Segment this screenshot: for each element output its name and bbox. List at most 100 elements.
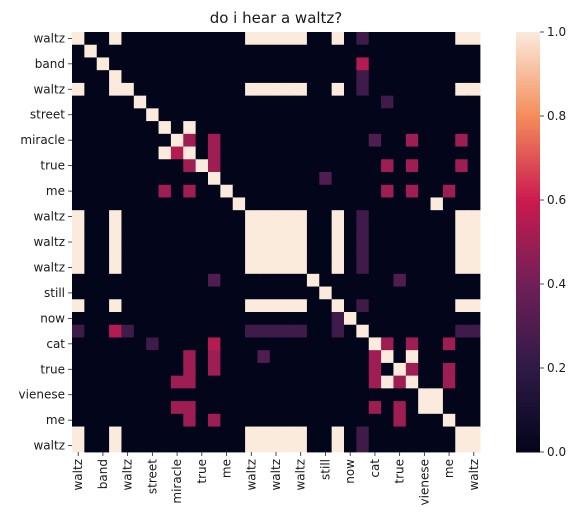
chart-title: do i hear a waltz? xyxy=(210,9,343,27)
heatmap-cell xyxy=(72,312,85,326)
colorbar-segment xyxy=(516,105,540,110)
heatmap-cell xyxy=(208,388,221,402)
heatmap-cell xyxy=(133,388,147,402)
heatmap-cell xyxy=(245,248,258,262)
heatmap-cell xyxy=(442,95,456,109)
heatmap-cell xyxy=(195,172,209,186)
y-tick-label: waltz xyxy=(33,439,65,453)
colorbar-segment xyxy=(516,357,540,362)
heatmap-cell xyxy=(344,121,357,135)
heatmap-cell xyxy=(418,184,431,198)
heatmap-cell xyxy=(121,286,135,300)
heatmap-cell xyxy=(208,362,221,377)
heatmap-cell xyxy=(257,32,271,46)
heatmap-cell xyxy=(96,439,110,453)
heatmap-cell xyxy=(405,197,419,211)
heatmap-cell xyxy=(430,299,444,313)
heatmap-cell xyxy=(220,133,234,147)
heatmap-cell xyxy=(220,44,234,58)
heatmap-cell xyxy=(381,324,394,338)
heatmap-cell xyxy=(442,337,456,351)
heatmap-cell xyxy=(109,350,122,364)
heatmap-cell xyxy=(442,350,456,364)
heatmap-cell xyxy=(195,82,209,97)
heatmap-cell xyxy=(467,299,481,313)
colorbar-segment xyxy=(516,119,540,124)
colorbar-segment xyxy=(516,326,540,330)
heatmap-cell xyxy=(368,286,382,300)
heatmap-cell xyxy=(381,44,394,58)
heatmap-cell xyxy=(72,299,85,313)
heatmap-cell xyxy=(232,222,246,237)
heatmap-cell xyxy=(393,375,407,389)
heatmap-cell xyxy=(72,426,85,440)
y-tick-label: street xyxy=(30,108,65,122)
heatmap-cell xyxy=(232,121,246,135)
heatmap-cell xyxy=(257,197,271,211)
heatmap-cell xyxy=(109,70,122,84)
heatmap-cell xyxy=(72,210,85,224)
colorbar-segment xyxy=(516,298,540,302)
heatmap-cell xyxy=(195,312,209,326)
heatmap-cell xyxy=(356,95,370,109)
heatmap-cell xyxy=(96,337,110,351)
heatmap-cell xyxy=(418,121,431,135)
x-tick-label: waltz xyxy=(71,459,85,491)
heatmap-cell xyxy=(84,375,98,389)
heatmap-cell xyxy=(72,413,85,427)
colorbar-segment xyxy=(516,382,540,386)
heatmap-cell xyxy=(232,388,246,402)
heatmap-cell xyxy=(282,57,295,71)
heatmap-cell xyxy=(430,388,444,402)
heatmap-cell xyxy=(418,413,431,427)
heatmap-cell xyxy=(306,210,320,224)
heatmap-cell xyxy=(294,261,308,275)
heatmap-cell xyxy=(195,362,209,377)
heatmap-cell xyxy=(368,401,382,415)
colorbar-segment xyxy=(516,203,540,208)
heatmap-cell xyxy=(245,197,258,211)
colorbar-segment xyxy=(516,228,540,232)
heatmap-cell xyxy=(331,197,345,211)
heatmap-cell xyxy=(158,210,172,224)
heatmap-cell xyxy=(109,108,122,122)
heatmap-cell xyxy=(442,426,456,440)
heatmap-cell xyxy=(381,273,394,287)
x-tick-label: waltz xyxy=(467,459,481,491)
heatmap-cell xyxy=(158,337,172,351)
heatmap-cell xyxy=(455,261,469,275)
heatmap-cell xyxy=(109,159,122,173)
heatmap-cell xyxy=(220,362,234,377)
heatmap-cell xyxy=(418,197,431,211)
heatmap-cell xyxy=(133,70,147,84)
heatmap-cell xyxy=(381,57,394,71)
heatmap-cell xyxy=(72,159,85,173)
heatmap-cell xyxy=(344,82,357,97)
heatmap-cell xyxy=(282,324,295,338)
heatmap-cell xyxy=(84,108,98,122)
heatmap-cell xyxy=(220,324,234,338)
colorbar-segment xyxy=(516,378,540,383)
heatmap-cell xyxy=(72,121,85,135)
heatmap-cell xyxy=(170,95,184,109)
heatmap-cell xyxy=(455,362,469,377)
heatmap-cell xyxy=(220,248,234,262)
heatmap-cell xyxy=(232,57,246,71)
colorbar-segment xyxy=(516,130,540,134)
heatmap-cell xyxy=(109,82,122,97)
heatmap-cell xyxy=(393,350,407,364)
heatmap-cell xyxy=(356,108,370,122)
heatmap-cell xyxy=(331,108,345,122)
heatmap-cell xyxy=(344,439,357,453)
heatmap-cell xyxy=(170,133,184,147)
heatmap-cell xyxy=(183,299,197,313)
heatmap-cell xyxy=(455,401,469,415)
heatmap-cell xyxy=(133,57,147,71)
heatmap-cell xyxy=(356,184,370,198)
heatmap-cell xyxy=(170,312,184,326)
heatmap-cell xyxy=(195,375,209,389)
heatmap-cell xyxy=(381,426,394,440)
colorbar-segment xyxy=(516,266,540,271)
heatmap-cell xyxy=(170,273,184,287)
heatmap-cell xyxy=(418,57,431,71)
